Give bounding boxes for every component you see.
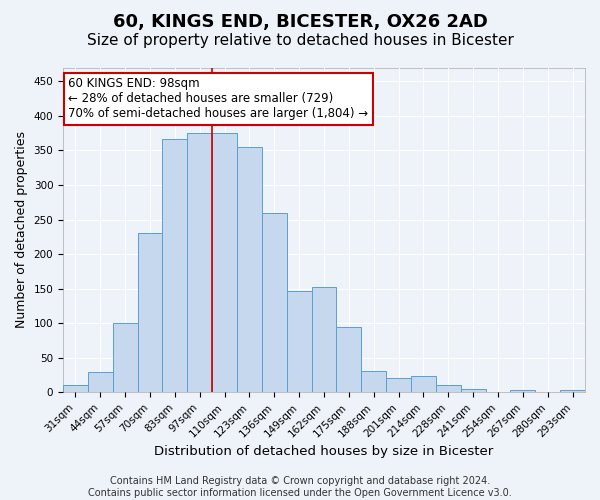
Bar bbox=[237, 147, 262, 392]
Bar bbox=[163, 138, 187, 392]
Bar bbox=[337, 326, 361, 392]
Bar bbox=[461, 389, 485, 392]
Bar bbox=[511, 390, 535, 392]
Bar bbox=[287, 292, 311, 392]
Text: 60, KINGS END, BICESTER, OX26 2AD: 60, KINGS END, BICESTER, OX26 2AD bbox=[113, 12, 487, 30]
Bar bbox=[311, 286, 337, 393]
Bar bbox=[187, 133, 212, 392]
Text: 60 KINGS END: 98sqm
← 28% of detached houses are smaller (729)
70% of semi-detac: 60 KINGS END: 98sqm ← 28% of detached ho… bbox=[68, 77, 368, 120]
Bar bbox=[262, 212, 287, 392]
Bar bbox=[560, 390, 585, 392]
Y-axis label: Number of detached properties: Number of detached properties bbox=[15, 132, 28, 328]
Bar bbox=[436, 385, 461, 392]
Bar bbox=[137, 234, 163, 392]
Text: Size of property relative to detached houses in Bicester: Size of property relative to detached ho… bbox=[86, 32, 514, 48]
Bar bbox=[386, 378, 411, 392]
Bar bbox=[361, 371, 386, 392]
Bar bbox=[212, 133, 237, 392]
Bar bbox=[88, 372, 113, 392]
X-axis label: Distribution of detached houses by size in Bicester: Distribution of detached houses by size … bbox=[154, 444, 494, 458]
Bar bbox=[411, 376, 436, 392]
Text: Contains HM Land Registry data © Crown copyright and database right 2024.
Contai: Contains HM Land Registry data © Crown c… bbox=[88, 476, 512, 498]
Bar bbox=[113, 323, 137, 392]
Bar bbox=[63, 385, 88, 392]
